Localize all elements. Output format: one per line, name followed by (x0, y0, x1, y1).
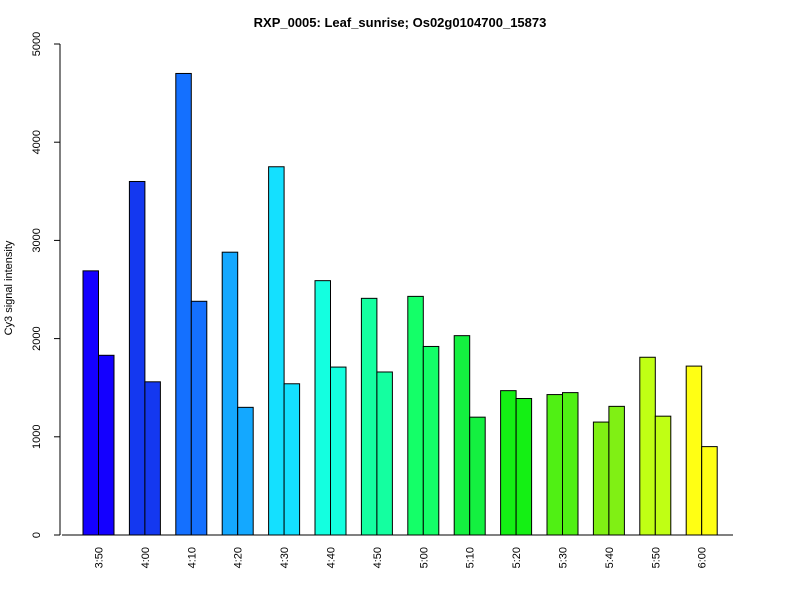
bar-510-1 (453, 335, 471, 536)
bars-group (82, 72, 718, 536)
bar-430-1 (268, 166, 285, 536)
bar-540-1 (592, 421, 610, 536)
bar-600-1 (685, 365, 703, 536)
bar-400-2 (144, 381, 161, 536)
x-tick-label: 5:20 (511, 547, 523, 568)
y-tick-label: 3000 (31, 228, 43, 252)
bar-420-1 (221, 251, 239, 536)
bar-500-1 (407, 295, 424, 536)
x-tick-label: 6:00 (697, 547, 709, 568)
bar-430-2 (283, 383, 301, 536)
y-tick-label: 4000 (31, 130, 43, 154)
bar-530-1 (546, 394, 563, 536)
bar-410-1 (175, 72, 192, 536)
bar-550-2 (654, 415, 672, 536)
bar-530-2 (562, 392, 579, 536)
x-tick-label: 3:50 (94, 547, 106, 568)
x-tick-label: 4:30 (279, 547, 291, 568)
bar-450-1 (360, 297, 378, 536)
bar-440-2 (330, 366, 347, 536)
bar-520-1 (500, 390, 517, 536)
bar-440-1 (314, 280, 331, 536)
y-axis-label: Cy3 signal intensity (3, 240, 15, 335)
x-tick-label: 5:50 (650, 547, 662, 568)
bar-520-2 (515, 398, 533, 536)
y-tick-label: 1000 (31, 425, 43, 449)
x-axis-tick-labels: 3:50 4:00 4:10 4:20 4:30 4:40 4:50 5:00 5:10 5:20… (94, 547, 709, 568)
bar-400-1 (128, 180, 146, 536)
y-tick-label: 2000 (31, 326, 43, 350)
bar-540-2 (608, 405, 625, 536)
x-tick-label: 4:00 (140, 547, 152, 568)
x-tick-label: 4:10 (186, 547, 198, 568)
y-axis-ticks: 0 1000 2000 3000 4000 5000 (31, 32, 60, 538)
x-tick-label: 5:10 (465, 547, 477, 568)
bar-550-1 (639, 356, 656, 536)
x-tick-label: 4:40 (326, 547, 338, 568)
bar-350-1 (82, 270, 99, 536)
y-tick-label: 0 (31, 532, 43, 538)
bar-410-2 (190, 300, 208, 536)
x-tick-label: 5:30 (558, 547, 570, 568)
chart-title: RXP_0005: Leaf_sunrise; Os02g0104700_158… (254, 15, 547, 30)
x-tick-label: 4:20 (233, 547, 245, 568)
x-tick-label: 5:40 (604, 547, 616, 568)
bar-450-2 (376, 371, 393, 536)
bar-350-2 (98, 354, 115, 536)
x-tick-label: 4:50 (372, 547, 384, 568)
bar-600-2 (701, 446, 718, 536)
y-tick-label: 5000 (31, 32, 43, 56)
bar-500-2 (422, 345, 440, 536)
x-tick-label: 5:00 (418, 547, 430, 568)
bar-510-2 (469, 416, 486, 536)
bar-420-2 (237, 406, 254, 536)
